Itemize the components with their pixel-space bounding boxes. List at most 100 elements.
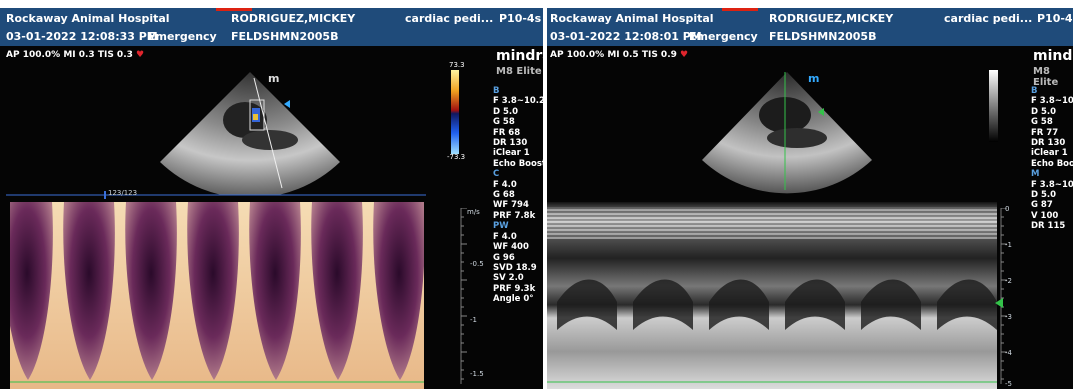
doppler-envelope bbox=[311, 202, 363, 380]
pw-param: WF 400 bbox=[493, 242, 529, 253]
depth-scale bbox=[1000, 208, 1007, 384]
depth-tick-1: -1 bbox=[1005, 241, 1012, 249]
c-param: PRF 7.8k bbox=[493, 210, 536, 221]
b-param: F 3.8~10.2 bbox=[493, 96, 543, 107]
depth-tick-5: -5 bbox=[1005, 380, 1012, 388]
hospital-name: Rockaway Animal Hospital bbox=[550, 12, 714, 25]
pw-heading: PW bbox=[493, 221, 509, 232]
velocity-tick-2: -1 bbox=[470, 316, 477, 324]
sweep-label: 123/123 bbox=[108, 189, 138, 197]
m-param: V 100 bbox=[1031, 210, 1059, 221]
gray-scale-bar bbox=[989, 70, 998, 142]
heart-icon: ♥ bbox=[680, 50, 689, 60]
velocity-scale bbox=[460, 208, 467, 384]
m-param: DR 115 bbox=[1031, 221, 1066, 232]
b-mode-params: B F 3.8~10.2 D 5.0 G 58 FR 77 DR 130 iCl… bbox=[1031, 86, 1073, 232]
b-param: DR 130 bbox=[493, 138, 528, 149]
b-param: iClear 1 bbox=[1031, 148, 1068, 159]
b-param: F 3.8~10.2 bbox=[1031, 96, 1073, 107]
ventricle-wall-trace bbox=[709, 279, 769, 330]
doppler-envelope bbox=[249, 202, 301, 380]
c-heading: C bbox=[493, 169, 500, 180]
brand-logo: mindray bbox=[496, 48, 543, 64]
m-param: F 3.8~10.2 bbox=[1031, 179, 1073, 190]
hospital-name: Rockaway Animal Hospital bbox=[6, 12, 170, 25]
m-mode-trace bbox=[547, 202, 997, 389]
active-indicator bbox=[722, 8, 758, 11]
exam-type: cardiac pedi... bbox=[944, 12, 1033, 25]
depth-tick-4: -4 bbox=[1005, 349, 1012, 357]
pw-param: SVD 18.9 bbox=[493, 262, 537, 273]
doppler-spectrum bbox=[10, 202, 424, 389]
m-param: D 5.0 bbox=[1031, 190, 1057, 201]
m-param: G 87 bbox=[1031, 200, 1053, 211]
exam-datetime: 03-01-2022 12:08:01 PM bbox=[550, 30, 702, 43]
velocity-tick-1: -0.5 bbox=[470, 260, 484, 268]
pw-param: Angle 0° bbox=[493, 294, 534, 305]
b-heading: B bbox=[1031, 86, 1038, 96]
power-text: AP 100.0% MI 0.5 TIS 0.9 bbox=[550, 50, 677, 60]
ventricle-wall-trace bbox=[785, 279, 845, 330]
heart-icon: ♥ bbox=[136, 50, 145, 60]
sweep-bar bbox=[6, 191, 426, 199]
ventricle-wall-trace bbox=[937, 279, 997, 330]
m-mode-screen: Rockaway Animal Hospital RODRIGUEZ,MICKE… bbox=[547, 8, 1073, 389]
sector-image bbox=[702, 72, 872, 194]
probe-name: P10-4s bbox=[499, 12, 542, 25]
active-indicator bbox=[216, 8, 252, 11]
color-scale-max: 73.3 bbox=[449, 61, 465, 69]
b-param: Echo Boost bbox=[1031, 158, 1073, 169]
b-heading: B bbox=[493, 86, 500, 96]
department: Emergency bbox=[689, 30, 758, 43]
pw-param: F 4.0 bbox=[493, 231, 517, 242]
b-param: G 58 bbox=[493, 117, 515, 128]
ventricle-wall-trace bbox=[633, 279, 693, 330]
b-param: D 5.0 bbox=[493, 106, 519, 117]
exam-type: cardiac pedi... bbox=[405, 12, 494, 25]
b-param: D 5.0 bbox=[1031, 106, 1057, 117]
ventricle-wall-trace bbox=[861, 279, 921, 330]
doppler-envelope bbox=[187, 202, 239, 380]
depth-tick-3: -3 bbox=[1005, 313, 1012, 321]
model-name: M8 Elite bbox=[496, 66, 542, 77]
focus-marker-icon bbox=[995, 298, 1003, 308]
doppler-envelope bbox=[125, 202, 177, 380]
probe-name: P10-4s bbox=[1037, 12, 1073, 25]
pw-param: PRF 9.3k bbox=[493, 283, 536, 294]
pw-param: SV 2.0 bbox=[493, 273, 524, 284]
pw-param: G 96 bbox=[493, 252, 515, 263]
patient-header: Rockaway Animal Hospital RODRIGUEZ,MICKE… bbox=[0, 8, 543, 46]
doppler-envelope bbox=[373, 202, 424, 380]
ventricle-wall-trace bbox=[557, 279, 617, 330]
color-scale-min: -73.3 bbox=[447, 153, 466, 161]
power-readout: AP 100.0% MI 0.3 TIS 0.3 ♥ bbox=[6, 50, 144, 60]
probe-marker-icon bbox=[284, 100, 290, 108]
velocity-unit: m/s bbox=[467, 208, 480, 216]
patient-header: Rockaway Animal Hospital RODRIGUEZ,MICKE… bbox=[547, 8, 1073, 46]
color-scale-bar bbox=[451, 70, 459, 154]
doppler-envelope bbox=[10, 202, 53, 380]
b-mode-params: B F 3.8~10.2 D 5.0 G 58 FR 68 DR 130 iCl… bbox=[493, 86, 543, 305]
patient-name: RODRIGUEZ,MICKEY bbox=[769, 12, 894, 25]
patient-name: RODRIGUEZ,MICKEY bbox=[231, 12, 356, 25]
depth-tick-2: -2 bbox=[1005, 277, 1012, 285]
model-name: M8 Elite bbox=[1033, 66, 1059, 88]
department: Emergency bbox=[148, 30, 217, 43]
power-readout: AP 100.0% MI 0.5 TIS 0.9 ♥ bbox=[550, 50, 688, 60]
c-param: F 4.0 bbox=[493, 179, 517, 190]
power-text: AP 100.0% MI 0.3 TIS 0.3 bbox=[6, 50, 133, 60]
b-param: Echo Boost bbox=[493, 158, 543, 169]
velocity-tick-3: -1.5 bbox=[470, 370, 484, 378]
sector-image bbox=[160, 72, 340, 195]
c-param: WF 794 bbox=[493, 200, 529, 211]
b-param: FR 68 bbox=[493, 127, 521, 138]
operator-id: FELDSHMN2005B bbox=[231, 30, 339, 43]
doppler-screen: Rockaway Animal Hospital RODRIGUEZ,MICKE… bbox=[0, 8, 543, 389]
b-param: iClear 1 bbox=[493, 148, 530, 159]
b-param: DR 130 bbox=[1031, 138, 1066, 149]
b-param: FR 77 bbox=[1031, 127, 1059, 138]
c-param: G 68 bbox=[493, 190, 515, 201]
m-heading: M bbox=[1031, 169, 1040, 180]
orientation-mark: m bbox=[268, 72, 280, 85]
brand-logo: mindray bbox=[1033, 48, 1073, 64]
